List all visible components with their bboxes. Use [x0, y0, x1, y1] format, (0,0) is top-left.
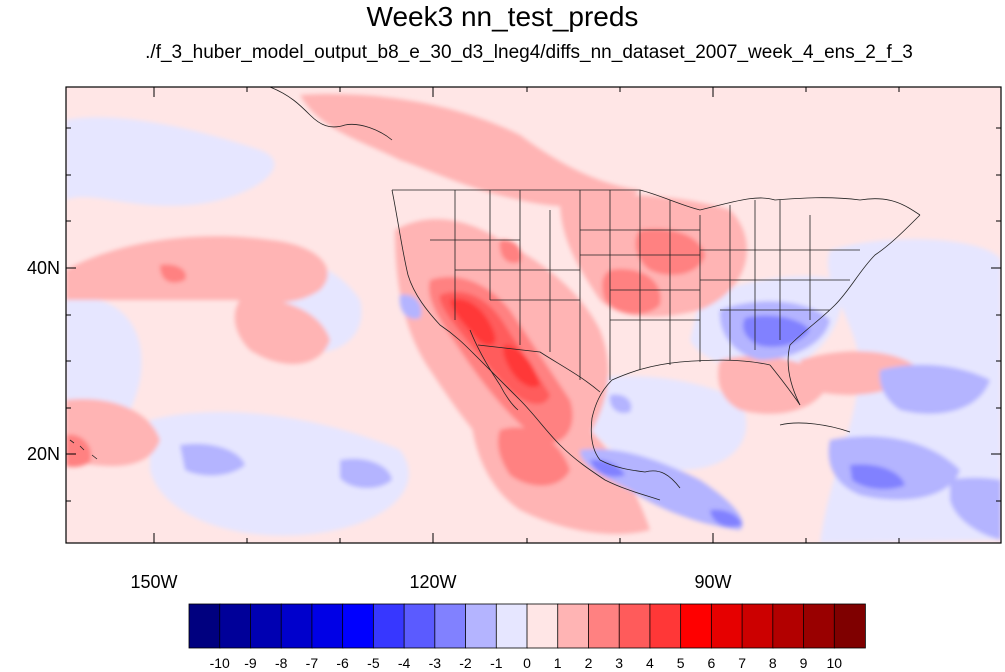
us-canada-border — [392, 189, 921, 216]
colorbar-tick-label: 10 — [826, 655, 843, 671]
colorbar-box — [219, 603, 252, 649]
colorbar-tick-label: -9 — [244, 655, 257, 671]
pacific-warm-small — [160, 264, 186, 283]
pacific-cool-blob-2 — [340, 458, 392, 489]
colorbar-box — [741, 603, 774, 649]
hawaii-islands — [69, 439, 98, 460]
pacific-warm-patch-east — [234, 299, 330, 364]
baja-warm-inner — [503, 345, 540, 388]
colorbar-tick-label: 4 — [645, 655, 654, 671]
colorbar-box — [618, 603, 651, 649]
colorbar-box — [803, 603, 836, 649]
colorbar-tick-label: -7 — [305, 655, 319, 671]
lon-label-120w: 120W — [409, 572, 457, 592]
hawaii-warm — [66, 434, 91, 467]
north-pacific-warm-band — [300, 94, 640, 207]
colorbar-box — [465, 603, 498, 649]
colorbar-tick-label: 0 — [523, 655, 531, 671]
state-lines-east — [700, 200, 860, 360]
colorbar-box — [434, 603, 467, 649]
caribbean-warm-patch — [718, 356, 830, 414]
colorbar-tick-label: -6 — [336, 655, 349, 671]
colorbar-box — [403, 603, 436, 649]
us-mexico-border — [477, 344, 601, 393]
colorbar-box — [495, 603, 528, 649]
colorbar-tick-label: 8 — [768, 655, 777, 671]
colorbar-box — [710, 603, 743, 649]
colorbar-tick-label: 9 — [799, 655, 808, 671]
lat-ticks — [66, 127, 1001, 502]
colorbar-box — [188, 603, 221, 649]
caribbean-cool-core-2 — [710, 509, 742, 527]
gulf-cool-blob — [609, 394, 632, 414]
anomaly-map — [65, 86, 1002, 544]
colorbar-box — [372, 603, 405, 649]
pacific-cool-blob — [180, 443, 245, 476]
state-lines-central — [580, 190, 701, 380]
colorbar-tick-label: -2 — [459, 655, 472, 671]
us-west-coast — [391, 189, 473, 353]
colorbar-tick-label: -10 — [209, 655, 230, 671]
pacific-cool-blob-3 — [399, 294, 422, 319]
wyoming-warm — [499, 239, 522, 264]
kansas-warm — [602, 269, 661, 315]
gulf-coast — [591, 359, 771, 419]
us-east-coast — [787, 214, 921, 406]
pacific-warm-band — [66, 236, 328, 303]
pacific-cool-patch-south — [150, 411, 409, 536]
caribbean-cool-core — [590, 459, 625, 477]
baja-peninsula — [469, 329, 519, 411]
colorbar-tick-label: -3 — [428, 655, 442, 671]
lat-label-20n: 20N — [26, 444, 60, 464]
colorbar-tick-label: -5 — [367, 655, 380, 671]
colorbar-tick-label: -1 — [490, 655, 503, 671]
colorbar-tick-label: 2 — [584, 655, 593, 671]
state-lines-west — [430, 190, 581, 380]
southern-mexico-warm — [498, 427, 570, 486]
atlantic-cool-core — [850, 464, 905, 490]
colorbar-tick-label: 7 — [738, 655, 746, 671]
mexico-gulf-coast — [590, 417, 681, 489]
colorbar-box — [342, 603, 375, 649]
colorbar-tick-label: 3 — [615, 655, 624, 671]
lat-label-40n: 40N — [26, 258, 60, 278]
colorbar-box — [680, 603, 713, 649]
colorbar-box — [649, 603, 682, 649]
florida — [769, 364, 801, 406]
pacific-cool-patch-north — [66, 117, 275, 206]
southeast-us-cool-core — [743, 315, 810, 347]
lon-ticks — [153, 87, 900, 543]
lon-label-90w: 90W — [694, 572, 732, 592]
map-subtitle: ./f_3_huber_model_output_b8_e_30_d3_lneg… — [145, 42, 913, 63]
cuba — [779, 422, 851, 433]
colorbar-tick-label: 5 — [676, 655, 685, 671]
colorbar-box — [526, 603, 559, 649]
colorbar-box — [588, 603, 620, 649]
colorbar-tick-label: -4 — [397, 655, 411, 671]
colorbar-tick-label: -8 — [274, 655, 288, 671]
atlantic-cool-northeast — [879, 364, 990, 414]
alaska-panhandle-coast — [269, 87, 393, 141]
boundary-layer — [69, 87, 921, 501]
colorbar-tick-label: 1 — [553, 655, 562, 671]
colorbar-box — [280, 603, 313, 649]
colorbar-box — [311, 603, 344, 649]
colorbar-box — [833, 603, 866, 649]
colorbar-box — [772, 603, 805, 649]
colorbar-tick-label: 6 — [707, 655, 716, 671]
contour-fill-layer — [66, 87, 1001, 543]
colorbar-box — [557, 603, 590, 649]
southwest-warm-inner — [450, 299, 496, 346]
mexico-west-coast — [471, 351, 661, 501]
map-title: Week3 nn_test_preds — [366, 1, 639, 32]
lon-label-150w: 150W — [130, 572, 178, 592]
colorbar-box — [250, 603, 282, 649]
atlantic-cool-east — [950, 477, 1001, 540]
